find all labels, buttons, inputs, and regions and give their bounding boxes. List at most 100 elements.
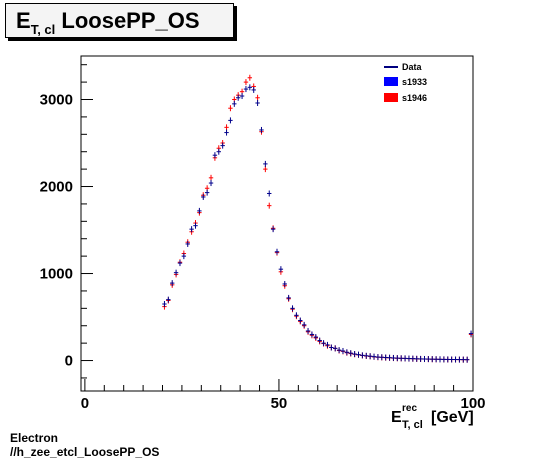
marker-s1933 (402, 355, 408, 362)
marker-s1933 (344, 349, 350, 356)
marker-s1933 (224, 129, 229, 136)
marker-s1933 (356, 351, 361, 358)
marker-s1933 (220, 142, 225, 149)
marker-s1933 (348, 350, 353, 357)
marker-s1933 (270, 226, 276, 233)
x-tick-label: 0 (81, 395, 89, 412)
marker-s1933 (437, 356, 443, 363)
marker-s1933 (282, 280, 287, 287)
marker-s1933 (406, 355, 412, 362)
marker-s1933 (468, 330, 474, 337)
x-axis-label-sub: T, cl (402, 419, 423, 431)
y-tick-label: 3000 (40, 92, 73, 109)
marker-s1933 (360, 352, 365, 359)
marker-s1933 (340, 347, 346, 354)
marker-s1933 (305, 327, 311, 334)
legend-label-data: Data (402, 62, 423, 72)
y-tick-label: 0 (65, 353, 73, 370)
data-markers (162, 74, 474, 363)
chart-title: ET, cl LoosePP_OS (16, 8, 200, 37)
footer-line-2: //h_zee_etcl_LoosePP_OS (10, 445, 160, 459)
marker-s1933 (181, 253, 187, 260)
footer-line-1: Electron (10, 431, 59, 445)
marker-s1933 (441, 356, 447, 363)
marker-s1933 (364, 352, 369, 359)
marker-s1933 (162, 300, 167, 307)
marker-s1933 (422, 355, 427, 362)
marker-s1933 (247, 84, 253, 91)
marker-s1933 (461, 356, 466, 363)
marker-s1933 (336, 347, 342, 354)
marker-s1946 (208, 174, 214, 181)
x-axis-label-unit: [GeV] (431, 409, 474, 426)
y-tick-label: 1000 (40, 266, 73, 283)
marker-s1946 (255, 94, 260, 101)
marker-s1933 (197, 207, 202, 214)
marker-s1946 (247, 74, 253, 81)
marker-s1933 (313, 334, 319, 341)
marker-s1933 (457, 356, 462, 363)
title-rest: LoosePP_OS (61, 8, 200, 33)
marker-s1933 (375, 354, 381, 361)
y-tick-label: 2000 (40, 179, 73, 196)
marker-s1933 (398, 355, 404, 362)
marker-s1933 (301, 321, 307, 328)
marker-s1933 (278, 266, 284, 273)
marker-s1933 (367, 353, 373, 360)
marker-s1933 (317, 337, 322, 344)
marker-s1933 (433, 356, 439, 363)
marker-s1933 (173, 269, 179, 276)
marker-s1933 (430, 356, 435, 363)
marker-s1933 (294, 312, 299, 319)
marker-s1933 (321, 340, 326, 347)
marker-s1933 (449, 356, 454, 363)
x-axis-label-main: E (391, 409, 402, 426)
x-axis-title: E rec T, cl [GeV] (391, 403, 474, 431)
marker-s1946 (263, 166, 268, 173)
marker-s1933 (259, 126, 264, 133)
marker-s1933 (232, 100, 237, 107)
marker-s1933 (255, 99, 260, 106)
marker-s1933 (212, 152, 218, 159)
marker-s1933 (189, 226, 194, 233)
marker-s1946 (267, 202, 272, 209)
plot-frame (80, 55, 474, 392)
marker-s1933 (325, 341, 330, 348)
marker-s1933 (414, 355, 419, 362)
marker-s1933 (177, 260, 183, 267)
marker-s1933 (333, 345, 338, 352)
marker-s1933 (239, 93, 245, 100)
marker-s1933 (371, 353, 377, 360)
marker-s1933 (251, 86, 256, 93)
axes: 0 1000 2000 3000 0 50 100 (40, 64, 486, 412)
legend: Data s1933 s1946 (384, 62, 427, 103)
x-tick-label: 100 (460, 395, 485, 412)
marker-s1933 (204, 189, 210, 196)
marker-s1946 (243, 79, 249, 86)
title-box: ET, cl LoosePP_OS (5, 3, 234, 38)
marker-s1933 (298, 317, 303, 324)
marker-s1933 (329, 344, 334, 351)
marker-s1933 (383, 354, 388, 361)
x-tick-label: 50 (271, 395, 288, 412)
marker-s1933 (243, 86, 249, 93)
marker-s1933 (274, 248, 280, 255)
marker-s1933 (193, 222, 198, 229)
marker-s1933 (464, 356, 470, 363)
marker-s1933 (290, 305, 295, 312)
marker-s1933 (391, 354, 396, 361)
marker-s1933 (267, 190, 272, 197)
x-axis-label-sup: rec (402, 403, 417, 414)
marker-s1933 (387, 354, 392, 361)
title-main: E (16, 8, 31, 33)
marker-s1933 (309, 331, 315, 338)
marker-s1933 (379, 354, 384, 361)
title-subscript: T, cl (30, 22, 56, 37)
marker-s1933 (418, 355, 423, 362)
marker-s1933 (170, 280, 175, 287)
marker-s1933 (410, 355, 416, 362)
marker-s1946 (228, 105, 233, 112)
marker-s1933 (286, 294, 291, 301)
marker-s1933 (216, 148, 221, 155)
